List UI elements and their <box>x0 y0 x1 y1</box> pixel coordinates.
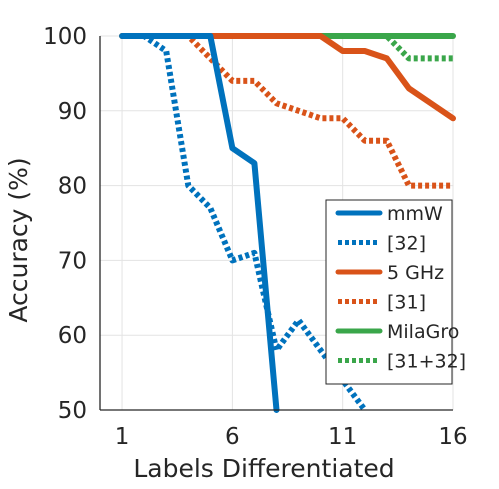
y-tick-labels: 50 60 70 80 90 100 <box>43 24 87 424</box>
legend-entry-text: [31] <box>387 292 426 314</box>
legend-entry-text: 5 GHz <box>387 262 444 284</box>
x-tick-label: 1 <box>115 424 130 450</box>
legend-entry-text: mmW <box>387 203 443 225</box>
legend-entry-text: MilaGro <box>387 321 459 343</box>
y-tick-label: 80 <box>58 174 87 200</box>
y-tick-label: 90 <box>58 99 87 125</box>
series-line--32- <box>122 33 368 412</box>
legend-box <box>325 199 453 385</box>
legend: mmW [32] 5 GHz [31] MilaGro [31+32] <box>325 199 466 385</box>
legend-entry-text: [31+32] <box>387 351 466 373</box>
y-tick-label: 70 <box>58 248 87 274</box>
series-line-mmw <box>119 33 280 413</box>
x-tick-labels: 1 6 11 16 <box>115 424 468 450</box>
x-tick-label: 11 <box>328 424 357 450</box>
x-axis-title: Labels Differentiated <box>133 454 394 483</box>
y-tick-label: 60 <box>58 323 87 349</box>
series-line--31-32- <box>122 33 453 62</box>
x-tick-label: 6 <box>225 424 240 450</box>
series-lines <box>119 33 456 413</box>
series-line--31- <box>122 33 453 189</box>
y-tick-label: 50 <box>58 398 87 424</box>
y-tick-label: 100 <box>43 24 87 50</box>
legend-entry-text: [32] <box>387 233 426 255</box>
y-axis-title: Accuracy (%) <box>4 157 33 322</box>
x-tick-label: 16 <box>438 424 467 450</box>
